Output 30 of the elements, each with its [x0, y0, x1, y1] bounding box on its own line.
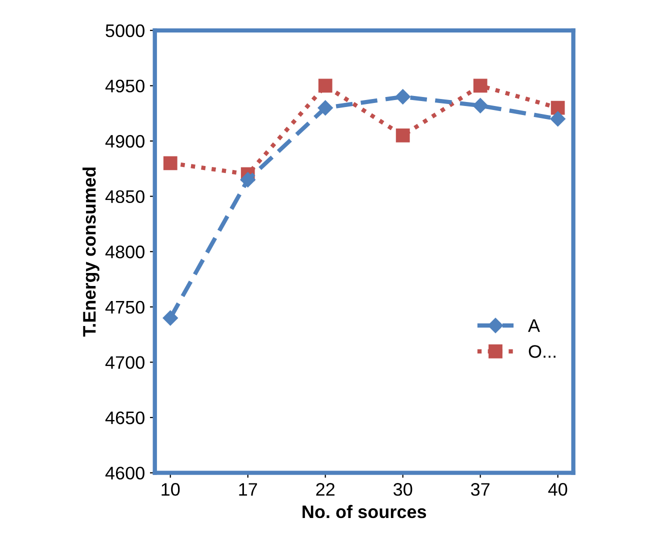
y-tick-label: 4900: [105, 134, 144, 148]
point: [473, 78, 488, 93]
y-axis-title: T.Energy consumed: [82, 168, 100, 337]
x-tick-label: 40: [548, 483, 568, 496]
point: [318, 78, 332, 93]
y-tick-label: 4850: [105, 190, 144, 204]
point: [163, 156, 178, 170]
y-tick-label: 4750: [105, 300, 144, 314]
y-tick-label: 4800: [105, 246, 144, 258]
y-tick-label: 5000: [106, 24, 144, 38]
x-tick-label: 30: [393, 483, 412, 496]
x-tick-label: 17: [239, 483, 257, 496]
point: [395, 89, 410, 104]
x-tick-label: 22: [316, 483, 334, 496]
x-tick-label: 37: [470, 483, 490, 496]
y-tick-label: 4950: [105, 80, 144, 92]
point: [472, 98, 488, 114]
y-tick-label: 4700: [105, 356, 144, 369]
y-tick-label: 4650: [105, 411, 144, 424]
point: [162, 310, 178, 326]
x-axis-title: No. of sources: [302, 504, 426, 518]
legend-label: O...: [528, 345, 556, 358]
x-tick-label: 10: [162, 483, 180, 496]
point: [318, 100, 333, 116]
point: [550, 100, 565, 115]
point: [396, 128, 410, 142]
point: [240, 172, 256, 188]
point: [550, 111, 566, 126]
legend-label: A: [528, 319, 540, 332]
y-tick-label: 4600: [105, 466, 144, 480]
